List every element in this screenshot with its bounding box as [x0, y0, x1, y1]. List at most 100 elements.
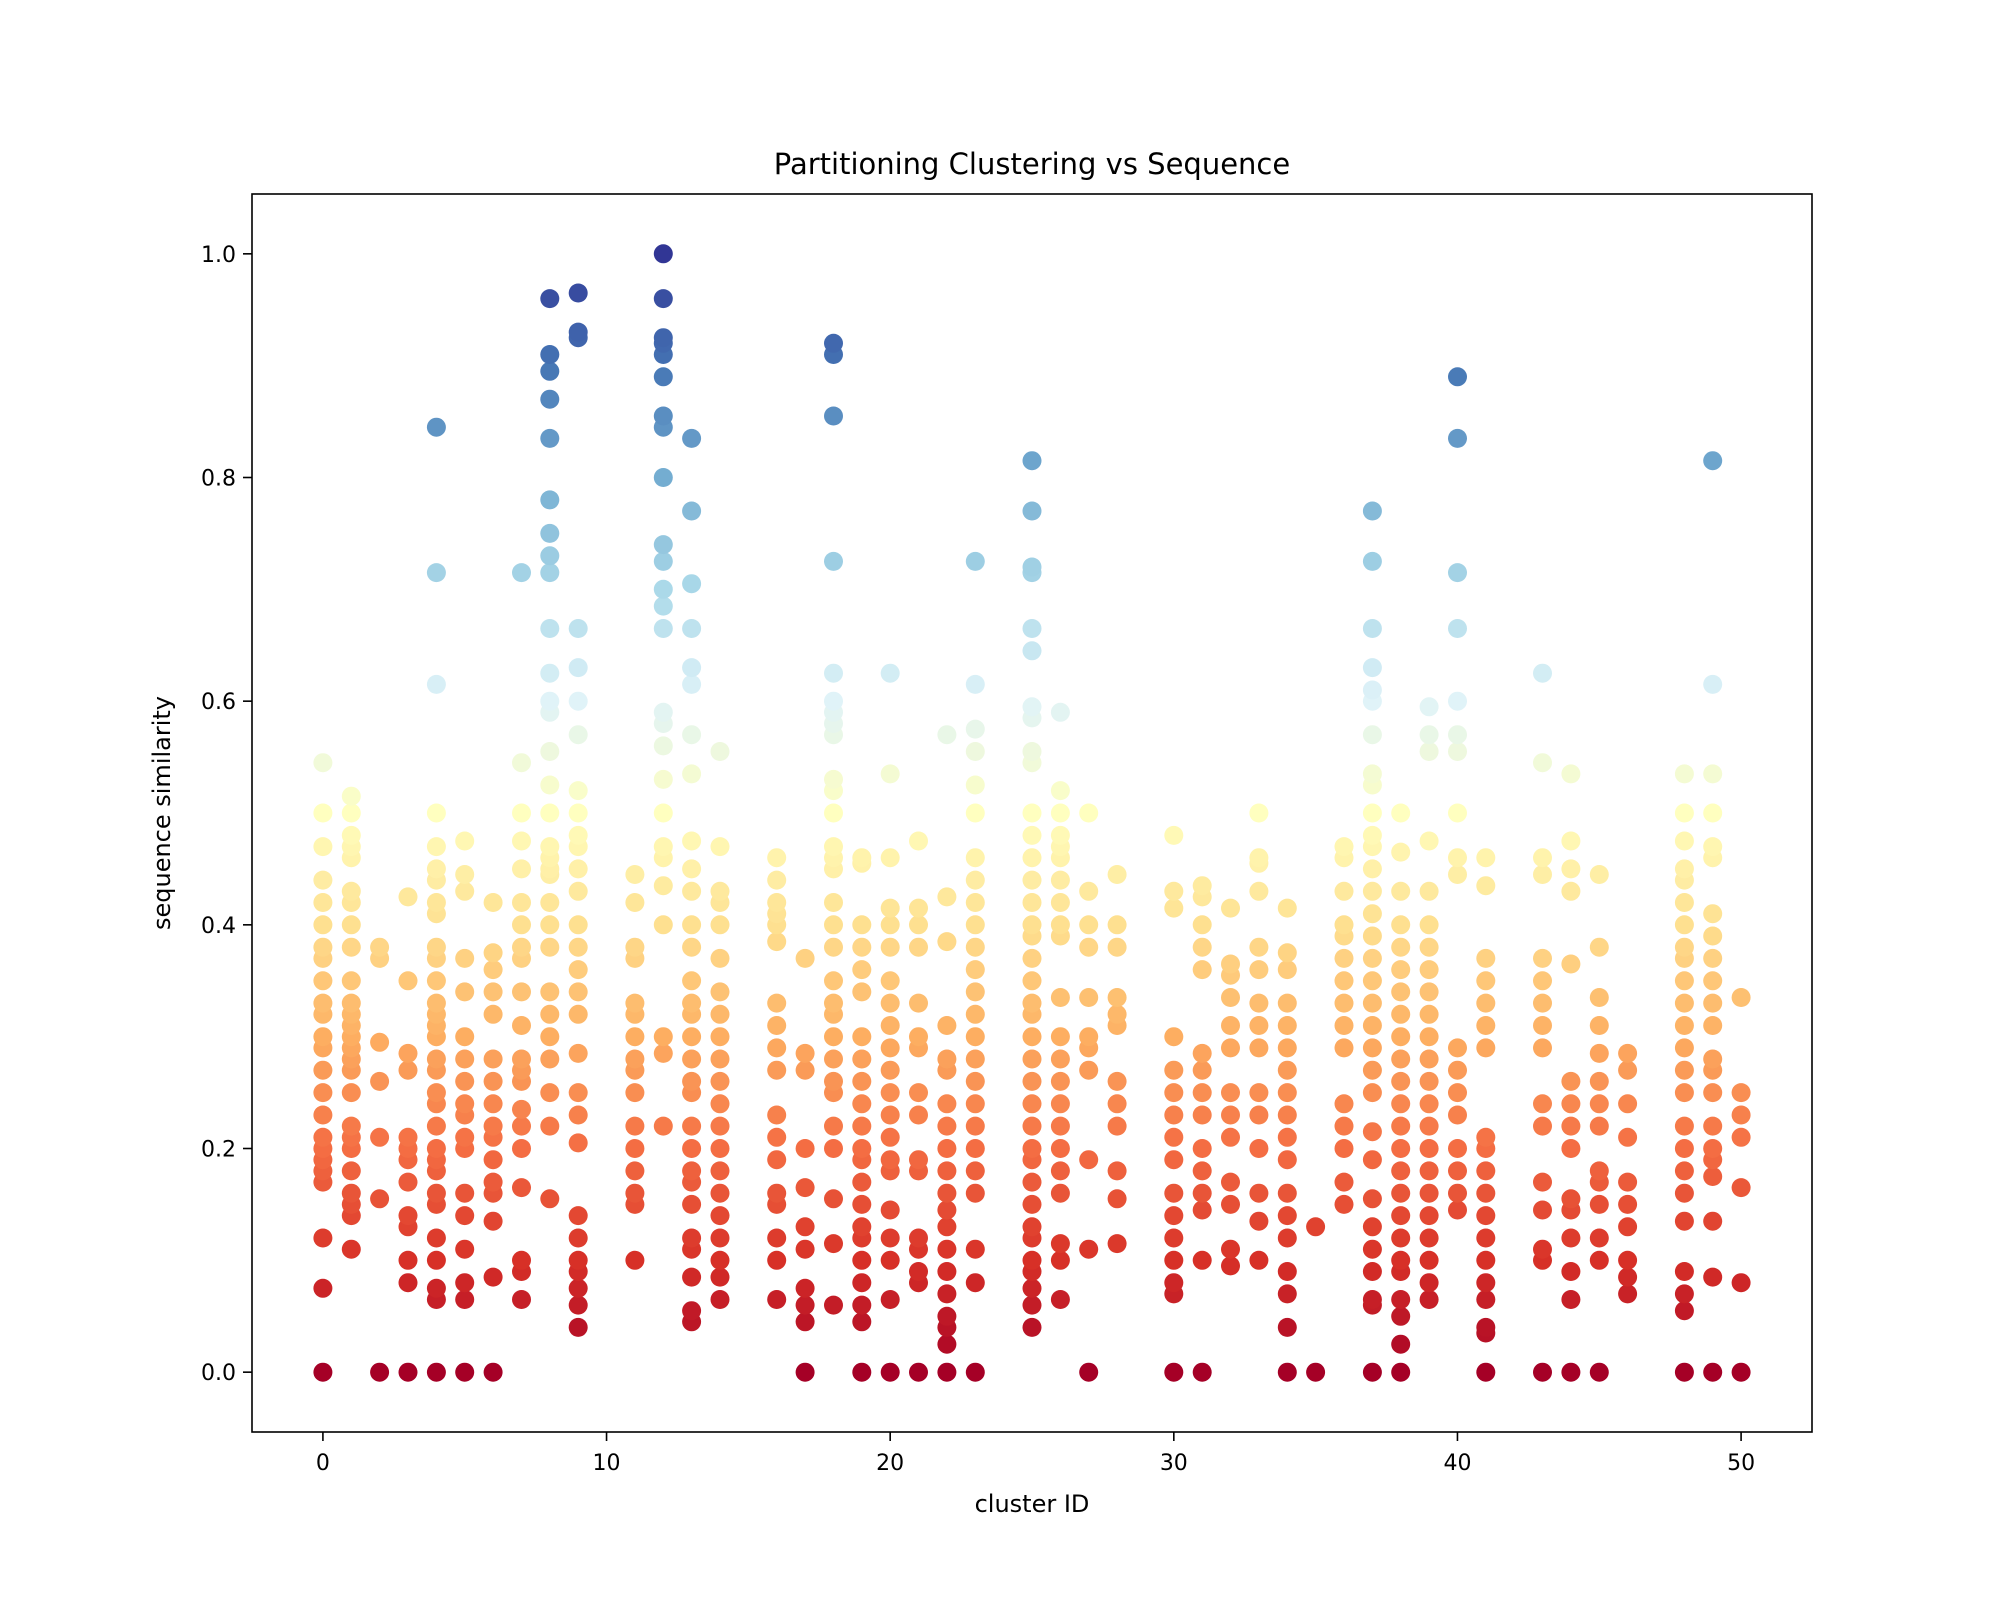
data-point [795, 1178, 815, 1198]
data-point [1391, 1306, 1411, 1326]
data-point [1448, 1083, 1467, 1103]
data-point [1362, 619, 1382, 638]
data-point [370, 1071, 390, 1091]
data-point [880, 1290, 900, 1309]
data-point [1448, 1183, 1467, 1203]
data-point [568, 859, 588, 879]
data-point [1079, 1362, 1099, 1382]
data-point [653, 736, 673, 756]
data-point [1022, 1278, 1042, 1298]
data-point [965, 1094, 985, 1114]
data-point [852, 848, 872, 868]
data-point [1050, 1161, 1070, 1181]
data-point [1022, 1027, 1042, 1047]
data-point [965, 1239, 985, 1259]
data-point [1079, 881, 1099, 901]
data-point [568, 803, 588, 823]
data-point [1192, 1139, 1212, 1158]
data-point [1561, 1139, 1581, 1158]
data-point [455, 1206, 475, 1226]
data-point [1022, 557, 1042, 577]
data-point [909, 993, 928, 1013]
data-point [767, 1250, 787, 1270]
y-tick-label: 0.6 [201, 690, 236, 715]
data-point [1391, 881, 1411, 901]
data-point [1391, 1139, 1411, 1158]
data-point [1476, 1161, 1496, 1181]
data-point [1050, 988, 1070, 1007]
data-point [1419, 1094, 1439, 1114]
data-point [426, 417, 446, 437]
data-point [937, 1049, 957, 1069]
data-point [710, 982, 730, 1002]
data-point [852, 1273, 872, 1293]
data-point [1674, 831, 1694, 851]
data-point [398, 1273, 418, 1293]
data-point [1589, 1016, 1609, 1035]
data-point [1277, 1038, 1297, 1058]
chart-title: Partitioning Clustering vs Sequence [774, 147, 1290, 181]
data-point [653, 468, 673, 487]
data-point [568, 1317, 588, 1337]
data-point [1731, 1362, 1751, 1382]
data-point [1448, 1139, 1467, 1158]
data-point [540, 389, 560, 409]
data-point [1164, 1060, 1184, 1080]
data-point [1277, 943, 1297, 963]
data-point [1618, 1267, 1638, 1287]
data-point [1589, 1161, 1609, 1181]
data-point [1703, 1267, 1723, 1287]
data-point [1589, 1362, 1609, 1382]
data-point [483, 1004, 503, 1024]
data-point [653, 289, 673, 309]
data-point [1533, 848, 1552, 868]
data-point [1703, 1362, 1723, 1382]
data-point [1164, 1127, 1184, 1147]
data-point [1022, 948, 1042, 968]
data-point [1589, 937, 1609, 957]
data-point [1533, 948, 1552, 968]
data-point [682, 1228, 702, 1248]
data-point [937, 932, 957, 952]
data-point [540, 1116, 560, 1136]
data-point [1362, 1362, 1382, 1382]
data-point [824, 1049, 843, 1069]
data-point [1334, 1094, 1354, 1114]
data-point [710, 1228, 730, 1248]
data-point [795, 1060, 815, 1080]
data-point [653, 244, 673, 264]
data-point [1164, 1362, 1184, 1382]
data-point [852, 1362, 872, 1382]
data-point [313, 753, 333, 773]
data-point [540, 428, 560, 448]
data-point [1391, 1004, 1411, 1024]
data-point [1362, 1150, 1382, 1170]
data-point [1249, 848, 1269, 868]
data-point [568, 781, 588, 801]
data-point [852, 982, 872, 1002]
data-point [1674, 1362, 1694, 1382]
data-point [1022, 742, 1042, 761]
data-point [937, 1183, 957, 1203]
data-point [682, 1027, 702, 1047]
data-point [540, 619, 560, 638]
data-point [313, 971, 333, 991]
data-point [965, 1362, 985, 1382]
data-point [1533, 1094, 1552, 1114]
data-point [398, 1043, 418, 1063]
data-point [512, 982, 531, 1002]
data-point [1703, 837, 1723, 857]
data-point [824, 333, 843, 353]
data-point [710, 1206, 730, 1226]
data-point [313, 1127, 333, 1147]
data-point [1050, 803, 1070, 823]
data-point [1703, 1167, 1723, 1186]
data-point [880, 1127, 900, 1147]
data-point [1618, 1172, 1638, 1192]
data-point [1192, 915, 1212, 935]
data-point [1362, 859, 1382, 879]
y-tick-label: 0.8 [201, 466, 236, 491]
data-point [483, 893, 503, 912]
data-point [1731, 1105, 1751, 1125]
data-point [1107, 1094, 1127, 1114]
